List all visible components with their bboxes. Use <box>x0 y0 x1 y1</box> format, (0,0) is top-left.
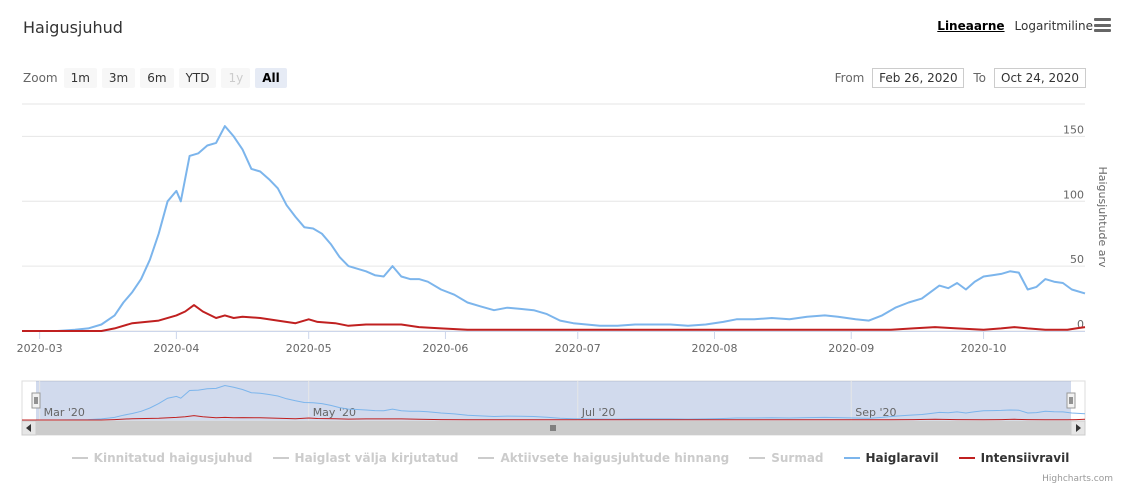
x-tick-label: 2020-03 <box>17 342 63 355</box>
navigator-ticks: Mar '20 May '20 Jul '20 Sep '20 <box>39 381 896 421</box>
legend-line-icon <box>71 457 88 459</box>
navigator-selection[interactable] <box>36 381 1071 421</box>
log-scale-button[interactable]: Logaritmiline <box>1014 19 1093 33</box>
navigator-left-handle[interactable] <box>31 392 41 409</box>
from-date-input[interactable] <box>872 68 965 88</box>
x-tick-label: 2020-04 <box>153 342 199 355</box>
legend-line-icon <box>272 457 289 459</box>
series-lines <box>22 125 1086 332</box>
zoom-1y-button: 1y <box>221 68 251 88</box>
navigator-line-haiglaravil <box>22 384 1086 421</box>
x-tick-label: 2020-10 <box>961 342 1007 355</box>
scrollbar[interactable] <box>21 420 1086 436</box>
y-tick-label: 150 <box>1063 123 1084 136</box>
zoom-all-button[interactable]: All <box>255 68 287 88</box>
legend-line-icon <box>958 457 975 459</box>
legend-label: Intensiivravil <box>980 451 1070 465</box>
navigator-tick-label: Mar '20 <box>44 406 85 419</box>
zoom-selector: Zoom 1m 3m 6m YTD 1y All <box>23 68 292 88</box>
hamburger-menu-icon[interactable] <box>1094 18 1111 32</box>
legend-label: Haiglaravil <box>865 451 939 465</box>
navigator-frame <box>21 380 1086 422</box>
series-line-haiglaravil <box>22 125 1086 332</box>
zoom-ytd-button[interactable]: YTD <box>178 68 217 88</box>
x-axis: 2020-03 2020-04 2020-05 2020-06 2020-07 2020-… <box>17 331 1085 355</box>
y-tick-label: 50 <box>1070 253 1084 266</box>
legend-item-kinnitatud-haigusjuhud[interactable]: Kinnitatud haigusjuhud <box>71 451 253 465</box>
navigator-tick-label: Sep '20 <box>855 406 896 419</box>
legend-label: Haiglast välja kirjutatud <box>294 451 459 465</box>
scrollbar-grip-icon <box>550 425 556 431</box>
to-label: To <box>973 71 986 85</box>
y-tick-label: 0 <box>1077 318 1084 331</box>
legend-label: Kinnitatud haigusjuhud <box>93 451 253 465</box>
legend-label: Aktiivsete haigusjuhtude hinnang <box>500 451 730 465</box>
legend-item-surmad[interactable]: Surmad <box>749 451 824 465</box>
x-tick-label: 2020-05 <box>286 342 332 355</box>
navigator[interactable]: Mar '20 May '20 Jul '20 Sep '20 <box>21 380 1086 422</box>
zoom-3m-button[interactable]: 3m <box>101 68 136 88</box>
legend-label: Surmad <box>771 451 824 465</box>
navigator-right-handle[interactable] <box>1066 392 1076 409</box>
legend-line-icon <box>843 457 860 459</box>
x-tick-label: 2020-08 <box>692 342 738 355</box>
legend: Kinnitatud haigusjuhud Haiglast välja kir… <box>0 451 1141 465</box>
legend-item-aktiivsete-haigusjuhtude-hinnang[interactable]: Aktiivsete haigusjuhtude hinnang <box>478 451 729 465</box>
date-range: From To <box>835 68 1086 88</box>
navigator-tick-label: May '20 <box>313 406 356 419</box>
legend-item-haiglaravil[interactable]: Haiglaravil <box>843 451 939 465</box>
zoom-label: Zoom <box>23 71 58 85</box>
chart-title: Haigusjuhud <box>23 18 123 37</box>
scrollbar-left-arrow[interactable] <box>21 420 37 436</box>
x-tick-label: 2020-07 <box>555 342 601 355</box>
x-tick-label: 2020-09 <box>828 342 874 355</box>
series-line-intensiivravil <box>22 304 1086 332</box>
navigator-line-intensiivravil <box>22 415 1086 421</box>
legend-item-intensiivravil[interactable]: Intensiivravil <box>958 451 1070 465</box>
scale-toggle: Lineaarne Logaritmiline <box>937 19 1093 33</box>
y-axis-title: Haigusjuhtude arv <box>1096 166 1109 268</box>
legend-item-haiglast-v-lja-kirjutatud[interactable]: Haiglast välja kirjutatud <box>272 451 459 465</box>
credits[interactable]: Highcharts.com <box>1042 474 1113 484</box>
zoom-1m-button[interactable]: 1m <box>63 68 97 88</box>
y-axis: 0 50 100 150 <box>1063 123 1084 331</box>
scrollbar-right-arrow[interactable] <box>1070 420 1086 436</box>
linear-scale-button[interactable]: Lineaarne <box>937 19 1005 33</box>
navigator-tick-label: Jul '20 <box>581 406 616 419</box>
to-date-input[interactable] <box>994 68 1086 88</box>
legend-line-icon <box>478 457 495 459</box>
zoom-6m-button[interactable]: 6m <box>140 68 174 88</box>
y-tick-label: 100 <box>1063 188 1084 201</box>
from-label: From <box>834 71 865 85</box>
legend-line-icon <box>749 457 766 459</box>
navigator-series <box>22 384 1086 421</box>
x-tick-label: 2020-06 <box>422 342 468 355</box>
